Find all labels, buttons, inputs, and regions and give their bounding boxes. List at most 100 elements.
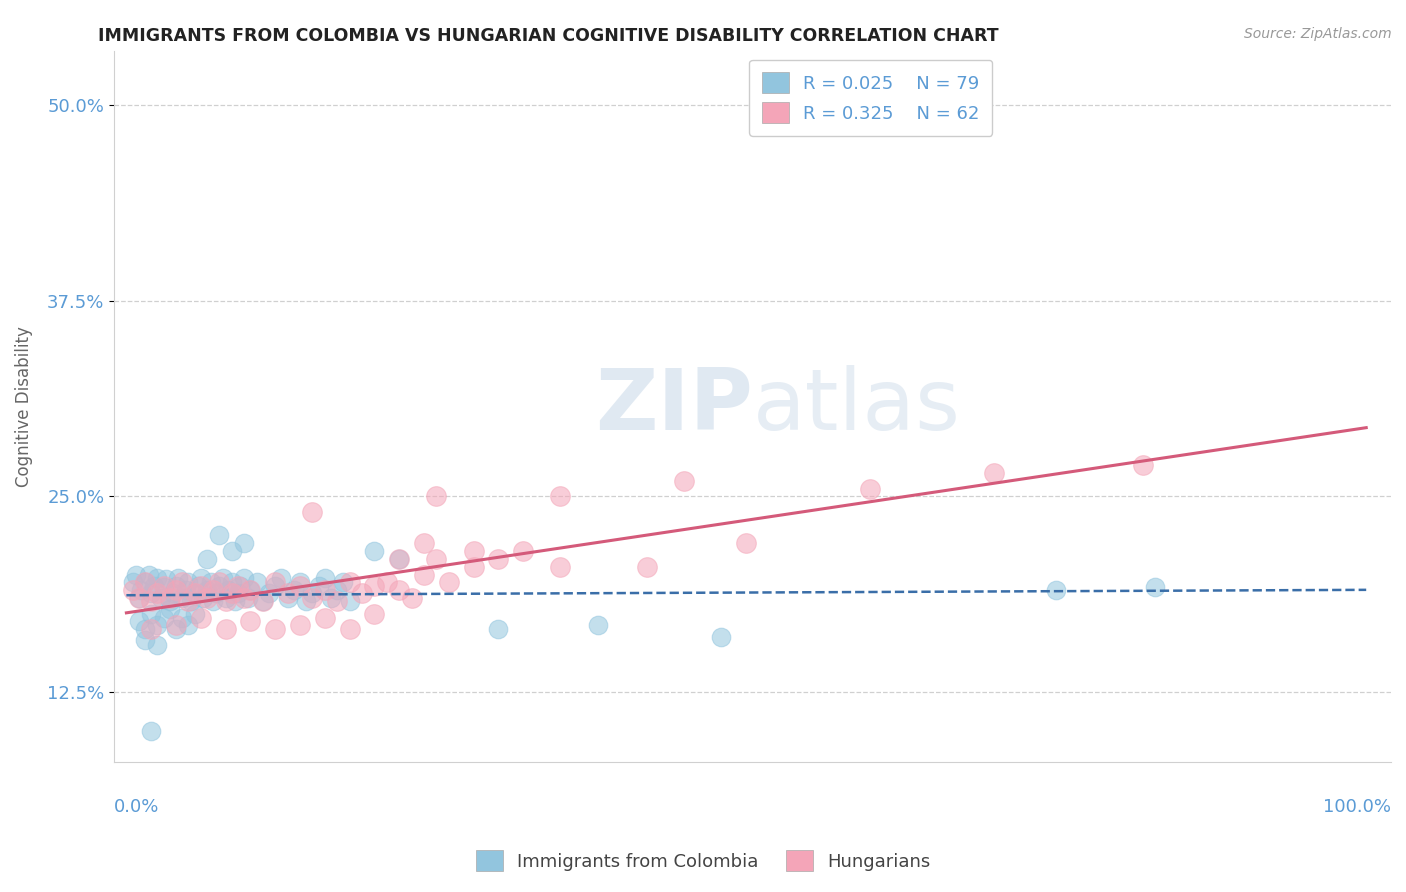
Point: [388, 552, 411, 566]
Legend: R = 0.025    N = 79, R = 0.325    N = 62: R = 0.025 N = 79, R = 0.325 N = 62: [749, 60, 993, 136]
Point: [159, 591, 181, 605]
Point: [195, 583, 218, 598]
Point: [710, 630, 733, 644]
Point: [183, 607, 205, 621]
Point: [217, 583, 239, 598]
Point: [128, 615, 150, 629]
Point: [236, 591, 259, 605]
Text: atlas: atlas: [752, 365, 960, 448]
Point: [319, 591, 342, 605]
Point: [245, 575, 267, 590]
Point: [375, 575, 398, 590]
Point: [226, 586, 249, 600]
Point: [150, 591, 173, 605]
Point: [463, 544, 485, 558]
Point: [339, 594, 361, 608]
Point: [735, 536, 758, 550]
Point: [239, 583, 262, 598]
Point: [174, 583, 197, 598]
Text: IMMIGRANTS FROM COLOMBIA VS HUNGARIAN COGNITIVE DISABILITY CORRELATION CHART: IMMIGRANTS FROM COLOMBIA VS HUNGARIAN CO…: [98, 27, 1000, 45]
Point: [212, 571, 235, 585]
Point: [214, 591, 236, 605]
Point: [636, 559, 658, 574]
Point: [301, 586, 323, 600]
Point: [146, 617, 169, 632]
Point: [550, 559, 572, 574]
Point: [190, 571, 212, 585]
Point: [413, 536, 436, 550]
Point: [301, 505, 323, 519]
Point: [202, 583, 225, 598]
Point: [425, 552, 447, 566]
Point: [363, 578, 385, 592]
Point: [277, 591, 299, 605]
Point: [141, 723, 163, 738]
Point: [314, 583, 336, 598]
Point: [221, 544, 243, 558]
Point: [283, 583, 305, 598]
Point: [252, 594, 274, 608]
Point: [214, 594, 236, 608]
Point: [277, 586, 299, 600]
Point: [413, 567, 436, 582]
Point: [224, 594, 246, 608]
Point: [187, 578, 209, 592]
Point: [162, 586, 184, 600]
Point: [138, 567, 160, 582]
Point: [152, 611, 174, 625]
Point: [202, 594, 225, 608]
Point: [239, 583, 262, 598]
Point: [288, 617, 311, 632]
Point: [326, 594, 349, 608]
Point: [125, 567, 148, 582]
Point: [314, 611, 336, 625]
Point: [155, 572, 177, 586]
Point: [314, 571, 336, 585]
Point: [264, 578, 287, 592]
Point: [229, 578, 252, 592]
Point: [288, 578, 311, 592]
Point: [165, 622, 187, 636]
Point: [401, 591, 423, 605]
Point: [288, 575, 311, 590]
Legend: Immigrants from Colombia, Hungarians: Immigrants from Colombia, Hungarians: [468, 843, 938, 879]
Point: [193, 591, 215, 605]
Point: [141, 594, 163, 608]
Point: [183, 586, 205, 600]
Point: [486, 552, 509, 566]
Point: [134, 633, 156, 648]
Point: [239, 615, 262, 629]
Point: [550, 489, 572, 503]
Point: [257, 586, 280, 600]
Point: [121, 583, 143, 598]
Point: [152, 580, 174, 594]
Point: [512, 544, 534, 558]
Point: [425, 489, 447, 503]
Point: [121, 575, 143, 590]
Point: [1144, 580, 1167, 594]
Point: [486, 622, 509, 636]
Point: [308, 578, 330, 592]
Point: [339, 575, 361, 590]
Point: [264, 575, 287, 590]
Point: [363, 544, 385, 558]
Text: Source: ZipAtlas.com: Source: ZipAtlas.com: [1244, 27, 1392, 41]
Point: [463, 559, 485, 574]
Point: [204, 586, 226, 600]
Point: [172, 575, 194, 590]
Point: [167, 571, 190, 585]
Point: [221, 575, 243, 590]
Point: [141, 607, 163, 621]
Point: [172, 611, 194, 625]
Point: [141, 586, 163, 600]
Point: [152, 578, 174, 592]
Point: [146, 571, 169, 585]
Point: [388, 583, 411, 598]
Text: ZIP: ZIP: [595, 365, 752, 448]
Y-axis label: Cognitive Disability: Cognitive Disability: [15, 326, 32, 487]
Point: [859, 482, 882, 496]
Point: [172, 591, 194, 605]
Point: [134, 575, 156, 590]
Text: 0.0%: 0.0%: [114, 797, 159, 816]
Point: [195, 591, 218, 605]
